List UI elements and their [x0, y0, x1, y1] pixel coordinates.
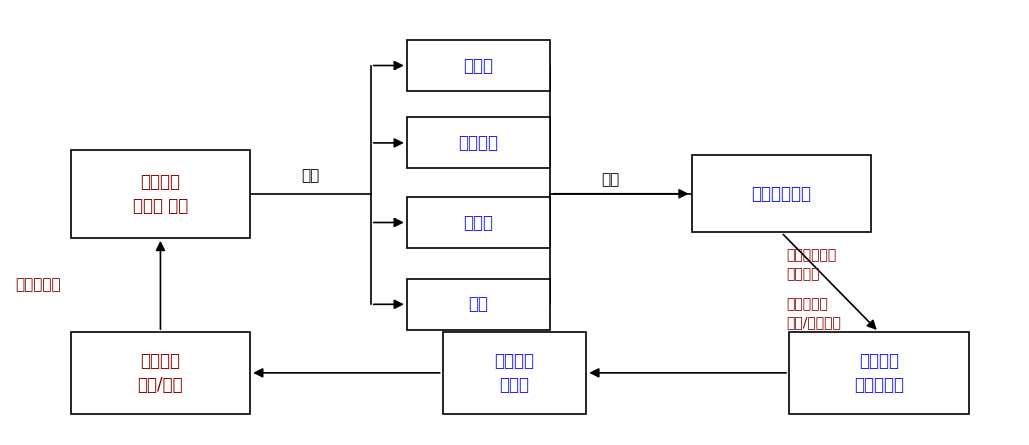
Bar: [406, 40, 551, 91]
Text: 판매: 판매: [301, 168, 320, 183]
Bar: [789, 332, 968, 414]
Bar: [406, 117, 551, 168]
Text: 지정폐기물
수집/운반업체: 지정폐기물 수집/운반업체: [786, 297, 842, 329]
Text: 공공기관: 공공기관: [459, 134, 499, 152]
Text: 배출: 배출: [602, 172, 619, 187]
Bar: [406, 279, 551, 330]
Text: 카센타: 카센타: [464, 57, 494, 74]
Text: 기업체: 기업체: [464, 214, 494, 231]
Text: 기타: 기타: [468, 295, 489, 313]
Text: 임가공계약: 임가공계약: [14, 278, 61, 292]
Text: 폴축전지
재활용업체: 폴축전지 재활용업체: [854, 352, 903, 394]
Text: 올바로시스템
전산입력: 올바로시스템 전산입력: [786, 248, 837, 281]
Text: 연괴제조
포장/출하: 연괴제조 포장/출하: [138, 352, 183, 394]
Bar: [71, 332, 250, 414]
Bar: [442, 332, 587, 414]
Bar: [691, 155, 872, 232]
Bar: [406, 197, 551, 248]
Bar: [71, 150, 250, 238]
Text: 폴축전지발생: 폴축전지발생: [751, 185, 811, 203]
Text: 연괴입고
축전지 제조: 연괴입고 축전지 제조: [133, 173, 188, 214]
Text: 폴축전지
낙추출: 폴축전지 낙추출: [495, 352, 534, 394]
